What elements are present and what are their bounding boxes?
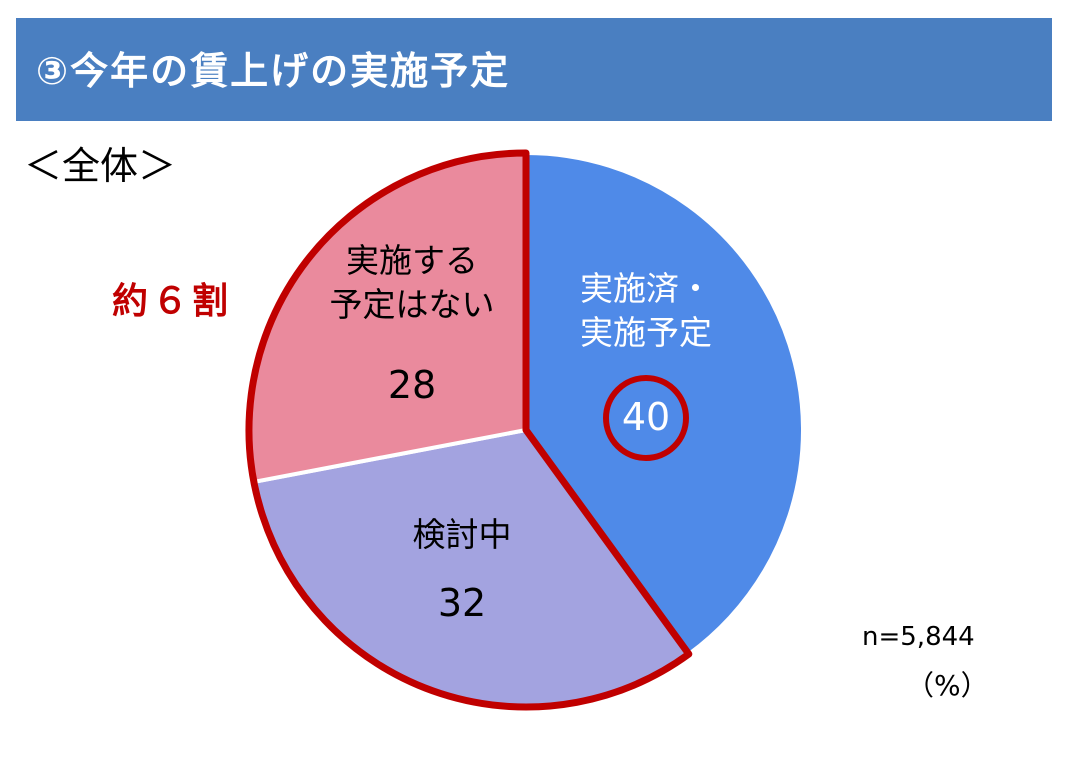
slice-label-2-line-1: 検討中	[413, 515, 512, 554]
page-title: ③今年の賃上げの実施予定	[36, 49, 511, 93]
pie-slice-1	[524, 150, 806, 657]
pie-slices	[247, 150, 806, 709]
slice-label-1-line-1: 実施済・	[580, 269, 712, 308]
slice-label-3-line-2: 予定はない	[330, 285, 495, 324]
value-highlight-circle	[603, 375, 689, 461]
slice-label-3-line-1: 実施する	[346, 241, 478, 280]
slice-value-3: 28	[388, 363, 436, 407]
callout-label: 約６割	[112, 281, 233, 322]
chart-subtitle: ＜全体＞	[24, 144, 177, 188]
sample-size-label: n=5,844	[862, 622, 975, 652]
slice-label-1-line-2: 実施予定	[580, 313, 712, 352]
title-bar: ③今年の賃上げの実施予定	[16, 18, 1052, 121]
slice-value-1: 40	[622, 395, 670, 439]
group-outline	[245, 149, 693, 711]
slice-value-2: 32	[438, 581, 486, 625]
unit-label: （%）	[906, 669, 989, 702]
pie-outline-group	[245, 149, 693, 711]
